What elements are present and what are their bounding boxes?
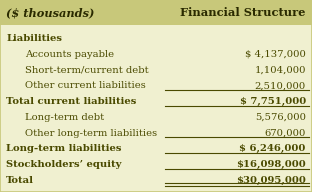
Text: Long-term debt: Long-term debt <box>25 113 104 122</box>
Text: 2,510,000: 2,510,000 <box>255 81 306 90</box>
Text: Liabilities: Liabilities <box>6 34 62 43</box>
Text: 1,104,000: 1,104,000 <box>254 66 306 74</box>
Text: $ 6,246,000: $ 6,246,000 <box>239 144 306 153</box>
Text: $16,098,000: $16,098,000 <box>236 160 306 169</box>
Text: Financial Structure: Financial Structure <box>180 7 306 18</box>
Text: Other long-term liabilities: Other long-term liabilities <box>25 129 157 137</box>
Text: Other current liabilities: Other current liabilities <box>25 81 146 90</box>
FancyBboxPatch shape <box>0 0 312 25</box>
Text: 670,000: 670,000 <box>264 129 306 137</box>
Text: Stockholders’ equity: Stockholders’ equity <box>6 160 122 169</box>
Text: Short-term/current debt: Short-term/current debt <box>25 66 149 74</box>
Text: Accounts payable: Accounts payable <box>25 50 114 59</box>
Text: $ 7,751,000: $ 7,751,000 <box>240 97 306 106</box>
Text: Total current liabilities: Total current liabilities <box>6 97 137 106</box>
Text: $ 4,137,000: $ 4,137,000 <box>245 50 306 59</box>
Text: Long-term liabilities: Long-term liabilities <box>6 144 122 153</box>
Text: ($ thousands): ($ thousands) <box>6 7 95 18</box>
Text: Total: Total <box>6 176 34 185</box>
Text: $30,095,000: $30,095,000 <box>236 176 306 185</box>
Text: 5,576,000: 5,576,000 <box>255 113 306 122</box>
